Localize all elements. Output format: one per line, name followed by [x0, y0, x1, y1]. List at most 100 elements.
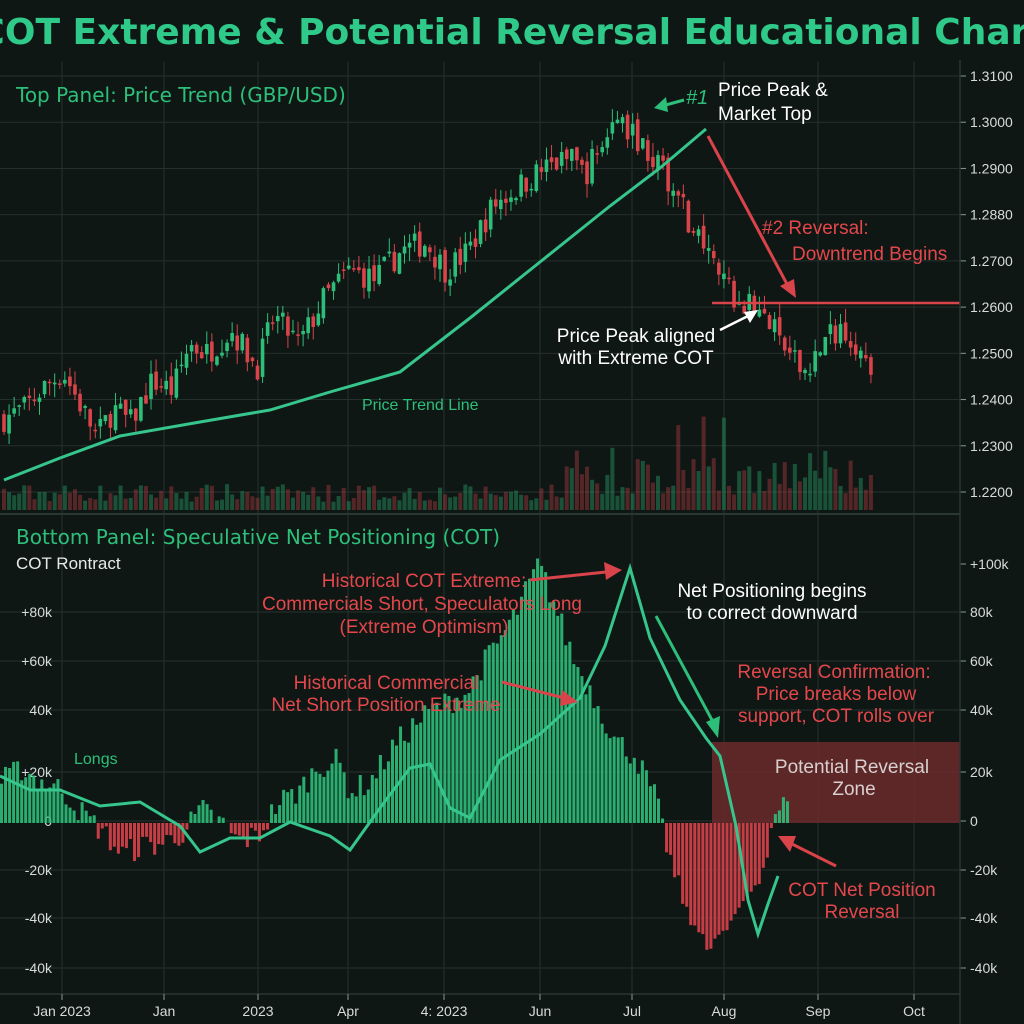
cot-bar	[24, 777, 28, 823]
cot-bar	[532, 569, 536, 823]
volume-bar	[149, 494, 154, 510]
cot-bar	[92, 815, 96, 823]
cot-bar	[415, 724, 419, 823]
cot-bar	[237, 823, 241, 836]
cot-bar	[322, 776, 326, 823]
cot-bar	[40, 779, 44, 823]
candle-body	[281, 312, 285, 317]
volume-bar	[787, 488, 792, 510]
volume-bar	[255, 497, 260, 510]
cot-bar	[120, 823, 124, 847]
cot-bar	[632, 757, 636, 823]
cot-bar	[644, 770, 648, 823]
cot-bar	[773, 814, 777, 823]
cot-bar	[330, 763, 334, 823]
candle-body	[159, 386, 163, 388]
candle-body	[83, 406, 87, 408]
price-tick-label-3: 1.2880	[970, 207, 1013, 223]
cot-bar	[334, 748, 338, 823]
candle-body	[600, 147, 605, 153]
cot-bar	[257, 823, 261, 842]
cot-bar	[431, 703, 435, 823]
price-tick-label-0: 1.3100	[970, 68, 1013, 84]
correct-arrow-head	[706, 716, 720, 738]
candle-body	[387, 251, 392, 254]
candle-body	[382, 256, 387, 261]
candle-body	[782, 337, 787, 351]
candle-body	[372, 265, 376, 282]
volume-bar	[853, 487, 858, 510]
volume-bar	[473, 493, 478, 510]
volume-bar	[245, 491, 250, 510]
volume-bar	[544, 499, 549, 510]
volume-bar	[57, 494, 62, 510]
price-tick-label-9: 1.2200	[970, 484, 1013, 500]
volume-bar	[154, 497, 159, 510]
volume-bar	[164, 498, 169, 510]
volume-bar	[443, 494, 448, 510]
volume-bar	[539, 488, 544, 510]
price-trend-line	[3, 127, 707, 482]
candle-body	[169, 376, 174, 395]
volume-bar	[138, 485, 143, 510]
cot-bar	[459, 707, 463, 823]
cot-bar	[181, 823, 185, 843]
candle-body	[311, 316, 316, 328]
cot-bar	[540, 565, 544, 823]
volume-bar	[143, 486, 148, 510]
cot-reversal-label-line-2: Reversal	[825, 902, 900, 923]
candle-body	[422, 245, 427, 257]
volume-bar	[108, 493, 113, 510]
cot-bar	[32, 775, 36, 823]
cot-bar	[681, 823, 685, 904]
cot-left-tick-6: -40k	[25, 910, 53, 926]
volume-bar	[843, 493, 848, 510]
cot-bar	[455, 697, 459, 823]
cot-bar	[261, 823, 266, 831]
candle-body	[666, 157, 670, 192]
candle-body	[407, 242, 412, 248]
volume-bar	[493, 495, 498, 510]
volume-bar	[361, 490, 366, 510]
cot-bar	[495, 643, 499, 823]
volume-bar	[133, 489, 138, 510]
cot-bar	[382, 769, 386, 823]
cot-bar	[8, 768, 12, 823]
cot-panel-subtitle: COT Rontract	[16, 554, 121, 573]
candle-body	[696, 229, 701, 236]
cot-bar	[403, 740, 407, 823]
candle-body	[377, 264, 381, 284]
time-axis: Jan 2023 Jan 2023 Apr 4: 2023 Jun Jul Aug Sep Oct	[33, 994, 925, 1019]
candle-body	[362, 268, 366, 288]
candle-body	[798, 349, 802, 373]
cot-bar	[88, 816, 92, 823]
candle-body	[438, 254, 442, 270]
candle-body	[412, 233, 417, 241]
cot-bar	[112, 823, 116, 847]
cot-bar	[745, 823, 749, 896]
candle-body	[210, 341, 214, 362]
candle-body	[635, 119, 640, 152]
candle-body	[493, 199, 498, 207]
candle-body	[711, 251, 716, 259]
cot-left-tick-7: -40k	[25, 960, 53, 976]
candle-body	[402, 246, 407, 254]
cot-right-tick-0: +100k	[970, 556, 1010, 572]
cot-bar	[656, 798, 661, 823]
candle-body	[250, 357, 255, 362]
candle-body	[524, 177, 528, 192]
volume-bar	[767, 478, 772, 510]
cot-bar	[463, 694, 467, 823]
volume-bar	[88, 498, 93, 510]
candle-body	[93, 429, 98, 432]
cot-bar	[358, 775, 362, 823]
candle-body	[42, 381, 47, 395]
candle-body	[118, 403, 123, 409]
cot-bar	[294, 803, 298, 823]
candle-body	[149, 373, 153, 400]
candle-body	[544, 159, 549, 172]
cot-bar	[249, 823, 253, 828]
volume-bar	[458, 493, 463, 510]
peak-arrow-head	[654, 97, 668, 112]
